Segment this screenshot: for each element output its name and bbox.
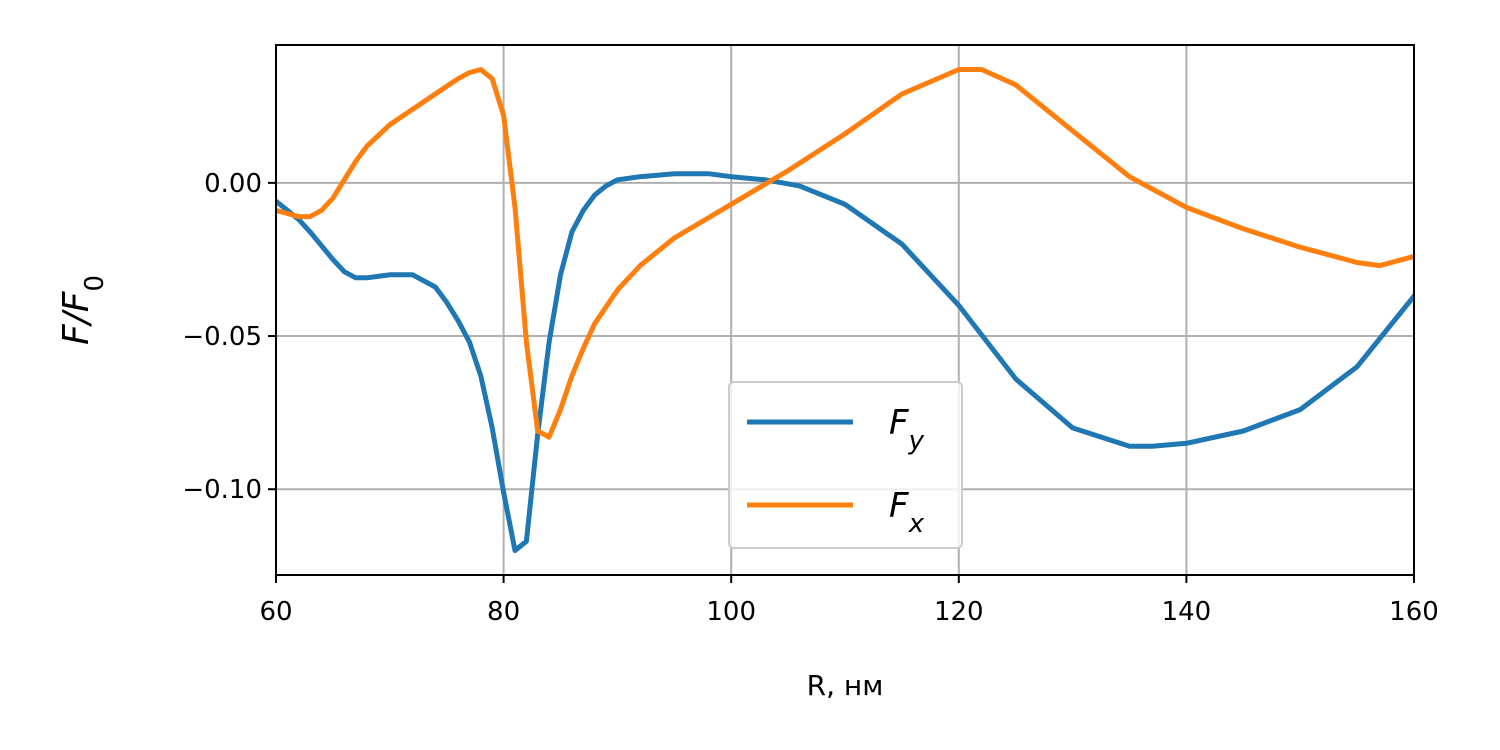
- x-tick-label: 160: [1389, 597, 1439, 627]
- x-tick-label: 100: [706, 597, 756, 627]
- legend-label-fy: Fy: [889, 403, 925, 456]
- x-axis-label: R, нм: [807, 669, 884, 702]
- y-tick-label: −0.10: [182, 475, 262, 505]
- legend-label-fy-sub: y: [908, 426, 925, 456]
- y-tick-label: 0.00: [204, 169, 262, 199]
- plot-area: [276, 67, 1414, 553]
- legend: Fy Fx: [728, 381, 963, 549]
- series-line-fy: [276, 171, 1414, 553]
- legend-label-fx-main: F: [889, 486, 909, 526]
- series-line-fx: [276, 67, 1414, 440]
- y-axis-label: F/F0: [56, 275, 110, 345]
- x-tick-label: 120: [934, 597, 984, 627]
- axes-frame: [275, 44, 1415, 576]
- legend-box: [728, 381, 963, 549]
- x-tick-label: 80: [487, 597, 520, 627]
- y-axis-label-sub: 0: [80, 275, 110, 292]
- x-tick-label: 60: [259, 597, 292, 627]
- legend-label-fx: Fx: [889, 486, 925, 539]
- ticks: 60 80 100 120 140 160 0.00 −0.05 −0.10: [182, 169, 1439, 627]
- y-tick-label: −0.05: [182, 322, 262, 352]
- legend-label-fx-sub: x: [908, 509, 925, 539]
- y-axis-label-main: F/F: [56, 290, 97, 345]
- legend-label-fy-main: F: [889, 403, 909, 443]
- x-tick-label: 140: [1162, 597, 1212, 627]
